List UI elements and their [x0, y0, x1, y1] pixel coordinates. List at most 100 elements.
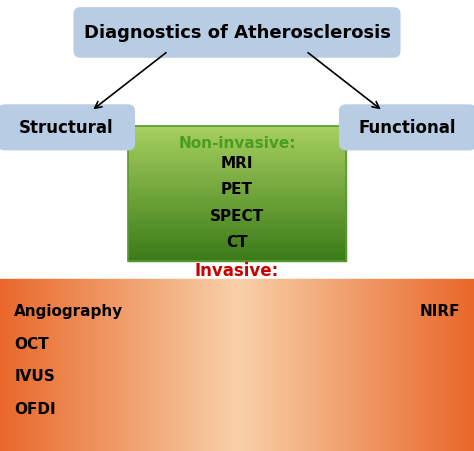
Bar: [174, 280, 175, 451]
Bar: [128, 187, 346, 188]
Bar: [417, 280, 419, 451]
Bar: [32, 280, 33, 451]
Bar: [368, 280, 370, 451]
Bar: [330, 280, 332, 451]
Bar: [128, 149, 346, 150]
Bar: [128, 245, 346, 246]
Bar: [136, 280, 137, 451]
Bar: [468, 280, 469, 451]
Bar: [128, 157, 346, 158]
Bar: [90, 280, 91, 451]
Bar: [401, 280, 403, 451]
Bar: [458, 280, 460, 451]
Bar: [104, 280, 106, 451]
Bar: [128, 246, 346, 247]
Bar: [338, 280, 340, 451]
Bar: [364, 280, 365, 451]
Bar: [270, 280, 272, 451]
Bar: [128, 139, 346, 140]
Bar: [120, 280, 122, 451]
Bar: [108, 280, 109, 451]
Bar: [455, 280, 456, 451]
Bar: [9, 280, 11, 451]
Bar: [390, 280, 392, 451]
Bar: [226, 280, 228, 451]
Bar: [79, 280, 81, 451]
Bar: [46, 280, 47, 451]
Text: Invasive:: Invasive:: [195, 262, 279, 280]
Bar: [139, 280, 141, 451]
Bar: [155, 280, 156, 451]
Bar: [128, 280, 129, 451]
Bar: [41, 280, 43, 451]
Bar: [365, 280, 366, 451]
Bar: [441, 280, 442, 451]
Bar: [128, 236, 346, 237]
Bar: [128, 248, 346, 249]
Bar: [164, 280, 166, 451]
Bar: [128, 188, 346, 189]
Bar: [128, 151, 346, 152]
Bar: [128, 153, 346, 154]
Bar: [319, 280, 321, 451]
Bar: [128, 200, 346, 201]
Bar: [128, 209, 346, 210]
Bar: [128, 231, 346, 232]
Bar: [449, 280, 450, 451]
Bar: [385, 280, 387, 451]
Bar: [378, 280, 379, 451]
Bar: [337, 280, 338, 451]
Bar: [128, 220, 346, 221]
Bar: [35, 280, 36, 451]
Bar: [128, 260, 346, 261]
Bar: [205, 280, 207, 451]
Bar: [128, 176, 346, 177]
Bar: [160, 280, 161, 451]
Bar: [128, 193, 346, 194]
Bar: [473, 280, 474, 451]
Bar: [215, 280, 217, 451]
Bar: [333, 280, 335, 451]
Bar: [27, 280, 28, 451]
Bar: [356, 280, 357, 451]
Bar: [128, 259, 346, 260]
Bar: [128, 127, 346, 128]
Bar: [212, 280, 213, 451]
Bar: [28, 280, 30, 451]
Bar: [128, 192, 346, 193]
Bar: [251, 280, 253, 451]
Text: Functional: Functional: [359, 119, 456, 137]
Bar: [128, 243, 346, 244]
Bar: [297, 280, 299, 451]
Bar: [248, 280, 250, 451]
Bar: [347, 280, 349, 451]
Bar: [340, 280, 341, 451]
Bar: [71, 280, 73, 451]
Bar: [218, 280, 219, 451]
Bar: [359, 280, 360, 451]
Bar: [198, 280, 199, 451]
Bar: [420, 280, 422, 451]
Bar: [62, 280, 63, 451]
Bar: [183, 280, 185, 451]
Bar: [300, 280, 302, 451]
Bar: [219, 280, 221, 451]
Bar: [128, 217, 346, 218]
Bar: [0, 280, 1, 451]
Bar: [128, 160, 346, 161]
Bar: [374, 280, 376, 451]
Bar: [128, 229, 346, 230]
Bar: [272, 280, 273, 451]
Bar: [180, 280, 182, 451]
Bar: [128, 233, 346, 234]
Bar: [128, 218, 346, 219]
Bar: [156, 280, 158, 451]
Bar: [128, 165, 346, 166]
Bar: [129, 280, 131, 451]
Bar: [49, 280, 51, 451]
Bar: [229, 280, 231, 451]
Bar: [128, 219, 346, 220]
Bar: [128, 197, 346, 198]
Bar: [384, 280, 385, 451]
Bar: [400, 280, 401, 451]
